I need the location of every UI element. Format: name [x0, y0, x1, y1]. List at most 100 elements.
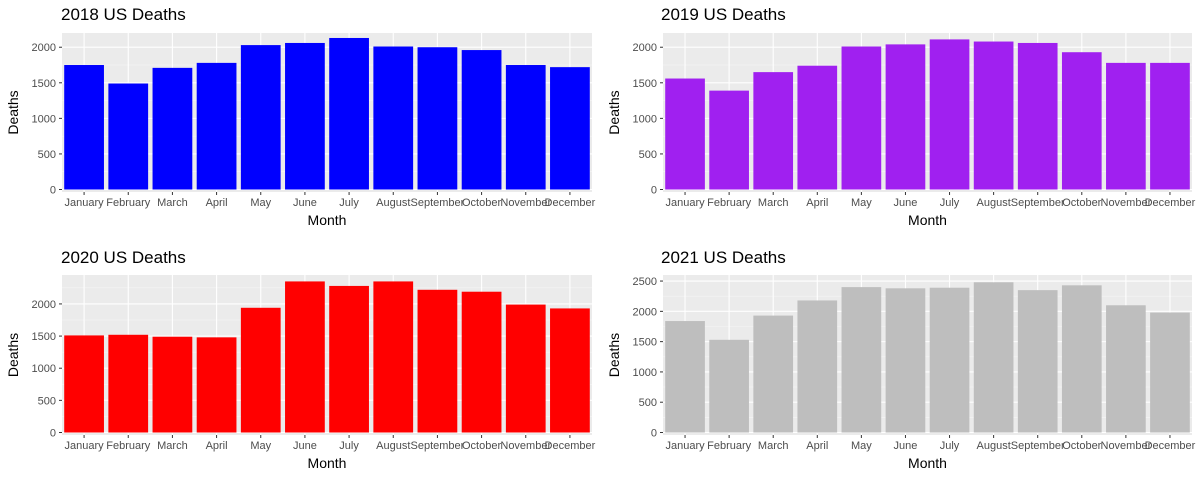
- y-tick-label: 2000: [633, 306, 657, 318]
- bar-november: [505, 65, 546, 190]
- bar-september: [417, 47, 458, 190]
- bar-september: [417, 289, 458, 433]
- plot-background: [62, 275, 592, 435]
- y-tick-label: 1000: [32, 363, 56, 375]
- bar-may: [841, 287, 882, 433]
- y-tick-label: 0: [651, 428, 657, 440]
- bar-may: [841, 46, 882, 190]
- x-tick-label: June: [293, 197, 317, 209]
- x-tick-label: January: [65, 197, 105, 209]
- x-axis-title: Month: [308, 212, 347, 228]
- x-tick-label: October: [1062, 197, 1101, 209]
- x-tick-label: November: [1101, 440, 1152, 452]
- x-axis-title: Month: [308, 455, 347, 471]
- chart-panel-1: 0 500 1000 1500 2000 January February March Apri…: [606, 5, 1196, 228]
- bar-april: [196, 62, 237, 190]
- chart-title: 2021 US Deaths: [661, 248, 786, 267]
- y-tick-label: 0: [50, 428, 56, 440]
- x-tick-label: July: [940, 197, 960, 209]
- x-tick-label: November: [1101, 197, 1152, 209]
- bar-july: [929, 287, 970, 433]
- bar-august: [373, 46, 414, 190]
- chart-panel-0: 0 500 1000 1500 2000 January February March Apri…: [5, 5, 596, 228]
- x-tick-label: September: [1011, 440, 1065, 452]
- bar-july: [929, 39, 970, 190]
- x-tick-label: May: [250, 440, 271, 452]
- x-tick-label: April: [806, 197, 828, 209]
- bar-february: [108, 334, 149, 433]
- y-axis-title: Deaths: [5, 333, 21, 377]
- y-tick-label: 1500: [32, 331, 56, 343]
- x-tick-label: March: [157, 440, 188, 452]
- chart-title: 2019 US Deaths: [661, 5, 786, 24]
- x-tick-label: July: [339, 440, 359, 452]
- bar-july: [329, 37, 369, 190]
- x-tick-label: February: [707, 440, 752, 452]
- bar-september: [1017, 42, 1058, 190]
- bar-august: [973, 282, 1014, 433]
- x-tick-label: July: [940, 440, 960, 452]
- bar-july: [329, 285, 369, 433]
- y-tick-label: 500: [38, 149, 56, 161]
- x-tick-label: March: [758, 440, 789, 452]
- bar-april: [797, 300, 838, 433]
- x-axis-title: Month: [908, 455, 947, 471]
- bar-march: [753, 315, 794, 433]
- x-tick-label: December: [1145, 440, 1196, 452]
- bar-november: [1106, 305, 1146, 433]
- bar-december: [550, 308, 590, 433]
- bar-august: [973, 41, 1014, 190]
- x-tick-label: November: [500, 197, 551, 209]
- plot-background: [663, 33, 1192, 192]
- bar-september: [1017, 290, 1058, 433]
- bar-october: [1061, 285, 1102, 433]
- bar-march: [152, 67, 193, 190]
- bar-january: [64, 335, 104, 433]
- plot-background: [663, 275, 1192, 435]
- y-tick-label: 500: [38, 395, 56, 407]
- bar-may: [240, 45, 281, 190]
- y-tick-label: 500: [639, 397, 657, 409]
- x-tick-label: April: [206, 197, 228, 209]
- plot-background: [62, 33, 592, 192]
- bar-november: [1106, 62, 1146, 190]
- y-tick-label: 2000: [633, 42, 657, 54]
- bar-march: [152, 336, 193, 433]
- chart-panel-2: 0 500 1000 1500 2000 January February March Apri…: [5, 248, 596, 471]
- bar-october: [1061, 52, 1102, 190]
- bar-august: [373, 281, 414, 433]
- x-tick-label: July: [339, 197, 359, 209]
- x-tick-label: December: [1145, 197, 1196, 209]
- x-tick-label: August: [376, 440, 410, 452]
- x-tick-label: March: [157, 197, 188, 209]
- y-axis-title: Deaths: [606, 333, 622, 377]
- x-tick-label: January: [65, 440, 105, 452]
- chart-title: 2018 US Deaths: [61, 5, 186, 24]
- bar-february: [709, 90, 749, 190]
- x-tick-label: April: [806, 440, 828, 452]
- x-tick-label: June: [293, 440, 317, 452]
- x-tick-label: June: [894, 197, 918, 209]
- bar-february: [108, 83, 149, 190]
- x-tick-label: December: [545, 197, 596, 209]
- x-tick-label: August: [977, 440, 1011, 452]
- x-tick-label: February: [106, 440, 151, 452]
- chart-panel-3: 0 500 1000 1500 2000 2500 January February March…: [606, 248, 1196, 471]
- bar-june: [885, 288, 926, 433]
- y-tick-label: 2500: [633, 276, 657, 288]
- x-tick-label: March: [758, 197, 789, 209]
- x-tick-label: September: [411, 440, 465, 452]
- x-tick-label: October: [1062, 440, 1101, 452]
- bar-january: [64, 65, 104, 190]
- bar-december: [550, 67, 590, 190]
- x-tick-label: November: [500, 440, 551, 452]
- y-axis-title: Deaths: [5, 90, 21, 134]
- x-tick-label: October: [462, 440, 501, 452]
- bar-january: [665, 78, 705, 190]
- x-tick-label: February: [106, 197, 151, 209]
- bar-november: [505, 304, 546, 433]
- y-tick-label: 1500: [32, 78, 56, 90]
- y-tick-label: 1000: [633, 113, 657, 125]
- x-tick-label: January: [665, 440, 705, 452]
